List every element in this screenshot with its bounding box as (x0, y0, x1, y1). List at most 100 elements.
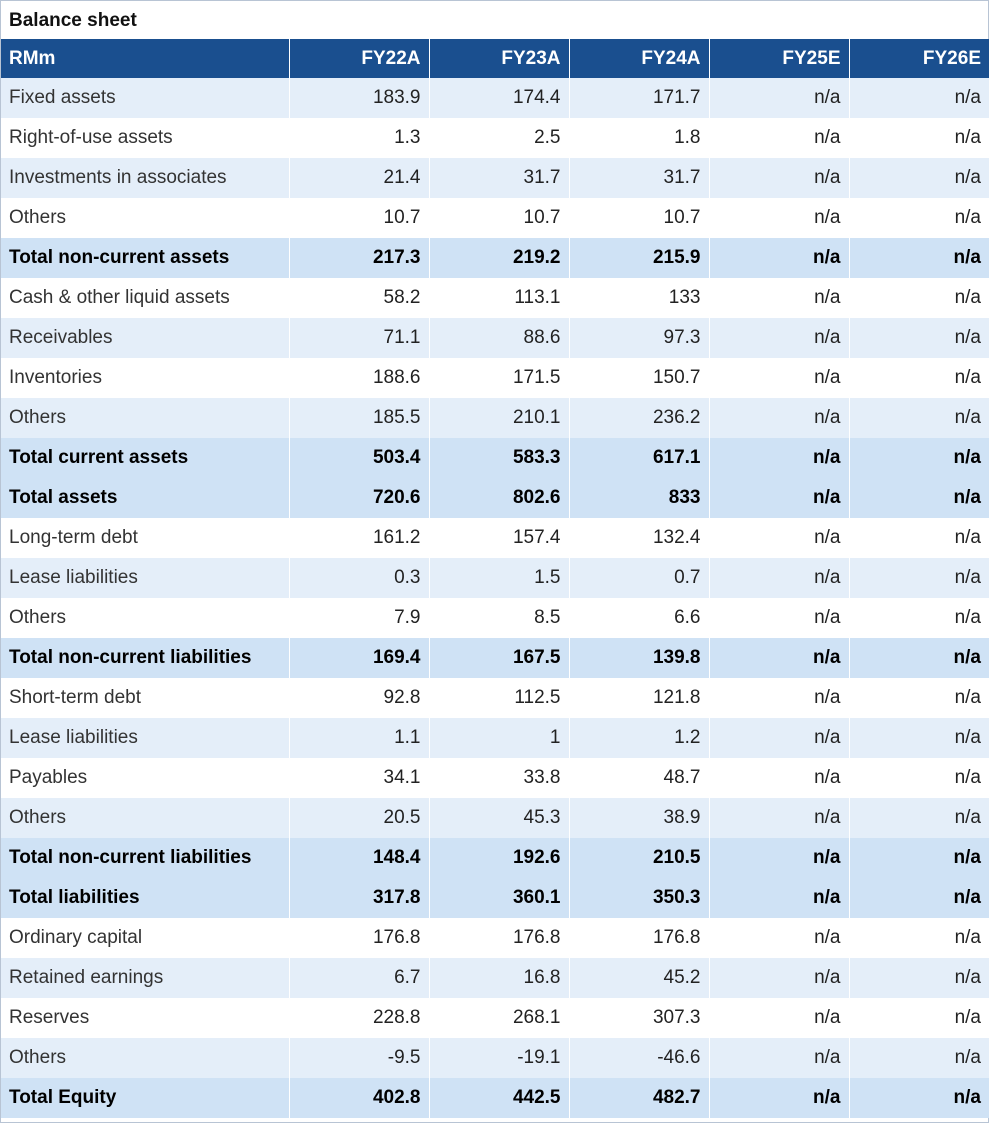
total-row: Total assets 720.6 802.6 833 n/a n/a (1, 478, 989, 518)
row-value: n/a (708, 518, 849, 558)
row-value: 16.8 (428, 958, 569, 998)
row-value: -19.1 (428, 1038, 569, 1078)
row-label: Investments in associates (1, 158, 289, 198)
row-label: Others (1, 598, 289, 638)
row-value: n/a (848, 198, 989, 238)
row-value: 183.9 (288, 78, 429, 118)
row-value: n/a (848, 238, 989, 278)
row-value: n/a (848, 678, 989, 718)
row-value: n/a (848, 598, 989, 638)
row-value: n/a (848, 838, 989, 878)
row-value: 192.6 (428, 838, 569, 878)
row-value: 482.7 (568, 1078, 709, 1118)
table-row: Cash & other liquid assets 58.2 113.1 133 n/… (1, 278, 989, 318)
row-label: Short-term debt (1, 678, 289, 718)
row-value: n/a (708, 118, 849, 158)
table-row: Right-of-use assets 1.3 2.5 1.8 n/a n/a (1, 118, 989, 158)
row-value: 833 (568, 478, 709, 518)
row-value: 617.1 (568, 438, 709, 478)
row-value: 7.9 (288, 598, 429, 638)
row-value: n/a (848, 158, 989, 198)
row-value: 219.2 (428, 238, 569, 278)
row-value: 31.7 (428, 158, 569, 198)
row-label: Total non-current liabilities (1, 638, 289, 678)
row-value: n/a (708, 998, 849, 1038)
row-value: n/a (848, 718, 989, 758)
row-value: 10.7 (568, 198, 709, 238)
header-fy26e: FY26E (848, 39, 989, 78)
row-value: n/a (848, 318, 989, 358)
row-value: 161.2 (288, 518, 429, 558)
row-value: 0.7 (568, 558, 709, 598)
row-value: n/a (708, 1078, 849, 1118)
row-label: Lease liabilities (1, 558, 289, 598)
total-row: Total non-current assets 217.3 219.2 215.9 n… (1, 238, 989, 278)
row-value: 139.8 (568, 638, 709, 678)
row-value: 176.8 (288, 918, 429, 958)
table-row: Others 20.5 45.3 38.9 n/a n/a (1, 798, 989, 838)
row-value: 583.3 (428, 438, 569, 478)
table-row: Retained earnings 6.7 16.8 45.2 n/a n/a (1, 958, 989, 998)
table-body: Fixed assets 183.9 174.4 171.7 n/a n/a Right-o… (1, 78, 989, 1118)
row-value: n/a (848, 998, 989, 1038)
total-row: Total liabilities 317.8 360.1 350.3 n/a n/a (1, 878, 989, 918)
row-value: n/a (708, 798, 849, 838)
row-value: 1.2 (568, 718, 709, 758)
row-value: 169.4 (288, 638, 429, 678)
row-label: Payables (1, 758, 289, 798)
row-value: 350.3 (568, 878, 709, 918)
row-value: n/a (848, 918, 989, 958)
row-value: 45.2 (568, 958, 709, 998)
total-row: Total Equity 402.8 442.5 482.7 n/a n/a (1, 1078, 989, 1118)
total-row: Total non-current liabilities 169.4 167.5 1… (1, 638, 989, 678)
row-value: n/a (708, 358, 849, 398)
row-value: -46.6 (568, 1038, 709, 1078)
row-value: 0.3 (288, 558, 429, 598)
row-value: n/a (708, 318, 849, 358)
row-value: n/a (708, 558, 849, 598)
row-value: 171.7 (568, 78, 709, 118)
row-value: 215.9 (568, 238, 709, 278)
row-value: 503.4 (288, 438, 429, 478)
row-value: 176.8 (428, 918, 569, 958)
row-value: n/a (848, 478, 989, 518)
row-value: n/a (708, 718, 849, 758)
row-value: 45.3 (428, 798, 569, 838)
row-value: 6.6 (568, 598, 709, 638)
row-value: n/a (708, 758, 849, 798)
row-value: 1.3 (288, 118, 429, 158)
table-row: Lease liabilities 1.1 1 1.2 n/a n/a (1, 718, 989, 758)
row-value: n/a (708, 278, 849, 318)
row-value: n/a (708, 238, 849, 278)
row-value: 10.7 (428, 198, 569, 238)
row-value: 236.2 (568, 398, 709, 438)
row-value: n/a (708, 1038, 849, 1078)
row-value: 442.5 (428, 1078, 569, 1118)
table-title: Balance sheet (1, 1, 988, 39)
table-row: Short-term debt 92.8 112.5 121.8 n/a n/a (1, 678, 989, 718)
row-value: 58.2 (288, 278, 429, 318)
row-value: 6.7 (288, 958, 429, 998)
row-value: 112.5 (428, 678, 569, 718)
row-value: 174.4 (428, 78, 569, 118)
table-row: Investments in associates 21.4 31.7 31.7 n/a… (1, 158, 989, 198)
header-fy24a: FY24A (568, 39, 709, 78)
row-value: 133 (568, 278, 709, 318)
row-value: 71.1 (288, 318, 429, 358)
header-fy22a: FY22A (288, 39, 429, 78)
table-row: Payables 34.1 33.8 48.7 n/a n/a (1, 758, 989, 798)
row-label: Fixed assets (1, 78, 289, 118)
row-value: 88.6 (428, 318, 569, 358)
total-row: Total non-current liabilities 148.4 192.6 2… (1, 838, 989, 878)
row-label: Long-term debt (1, 518, 289, 558)
row-value: 92.8 (288, 678, 429, 718)
row-value: n/a (708, 438, 849, 478)
table-row: Fixed assets 183.9 174.4 171.7 n/a n/a (1, 78, 989, 118)
row-value: 132.4 (568, 518, 709, 558)
row-value: n/a (708, 198, 849, 238)
header-row: RMm FY22A FY23A FY24A FY25E FY26E (1, 39, 989, 78)
row-value: n/a (708, 958, 849, 998)
row-value: 720.6 (288, 478, 429, 518)
table-row: Long-term debt 161.2 157.4 132.4 n/a n/a (1, 518, 989, 558)
row-value: n/a (708, 678, 849, 718)
